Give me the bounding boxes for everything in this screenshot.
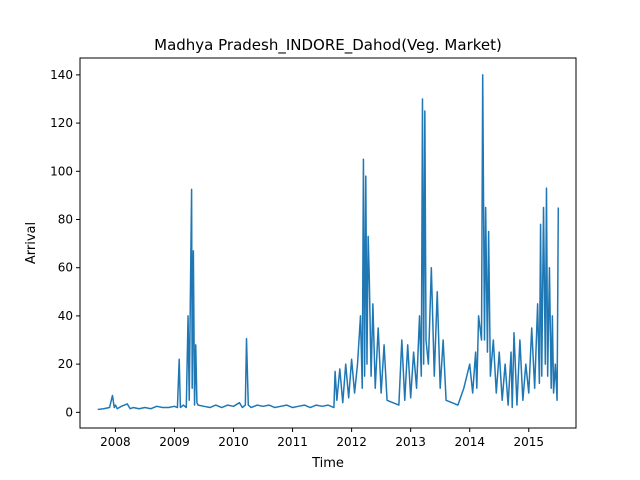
y-tick-label: 60 [58, 261, 73, 275]
x-tick-label: 2014 [454, 435, 485, 449]
x-tick-label: 2011 [277, 435, 308, 449]
x-tick-label: 2010 [218, 435, 249, 449]
y-tick-label: 140 [50, 68, 73, 82]
y-tick-label: 120 [50, 116, 73, 130]
y-tick-label: 80 [58, 212, 73, 226]
y-tick-label: 40 [58, 309, 73, 323]
chart-title: Madhya Pradesh_INDORE_Dahod(Veg. Market) [154, 36, 502, 55]
x-tick-label: 2009 [159, 435, 190, 449]
plot-frame [79, 57, 577, 429]
series-line-arrival [97, 74, 560, 411]
x-tick-label: 2012 [336, 435, 367, 449]
x-tick-label: 2015 [513, 435, 544, 449]
y-tick-label: 100 [50, 164, 73, 178]
plot-area [97, 74, 560, 411]
axis-ticks: 2008 2009 2010 2011 2012 2013 2014 2015 0 20 40 60 8… [50, 68, 544, 449]
y-axis-label: Arrival [24, 222, 39, 264]
y-tick-label: 20 [58, 357, 73, 371]
y-tick-label: 0 [65, 405, 73, 419]
x-tick-label: 2013 [395, 435, 426, 449]
x-tick-label: 2008 [100, 435, 131, 449]
x-axis-label: Time [311, 456, 344, 471]
